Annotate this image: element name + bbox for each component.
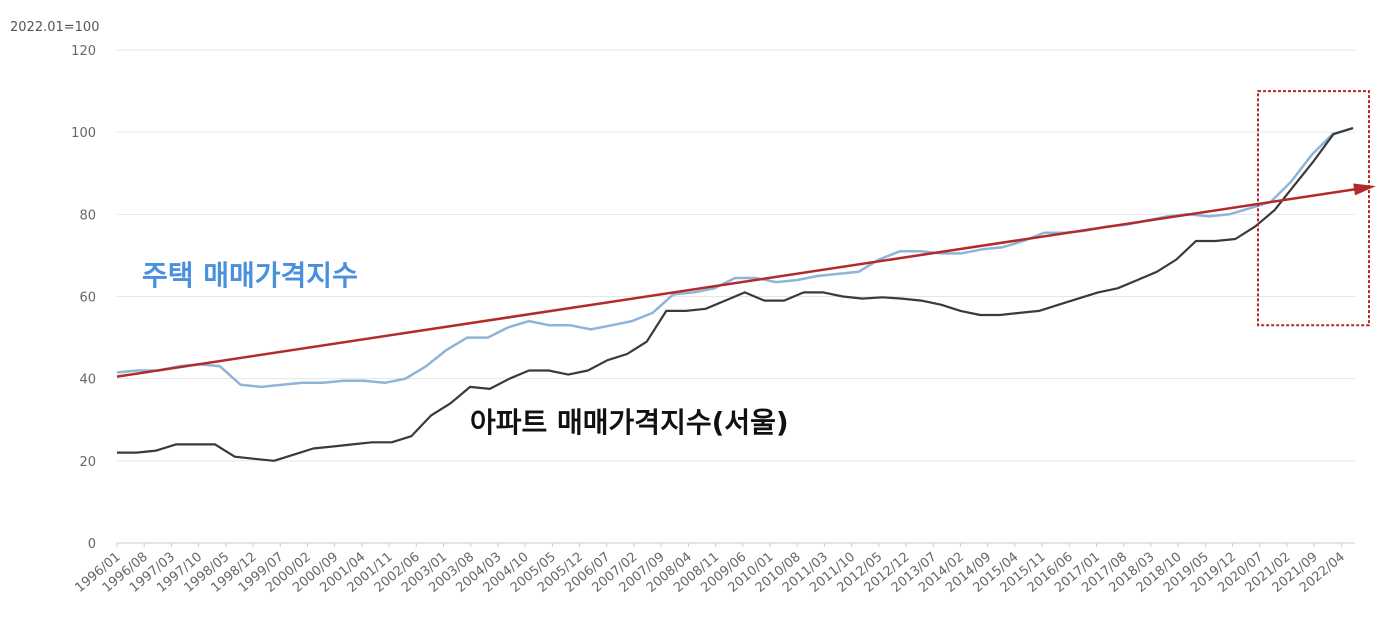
unit-label: 2022.01=100 [10,20,99,35]
series-line-apartment-seoul [117,127,1354,462]
y-tick-label-40: 40 [79,373,96,388]
y-tick-label-80: 80 [79,208,96,223]
trend-line [116,186,1367,378]
y-tick-label-60: 60 [79,291,96,306]
trend-arrowhead [1353,183,1376,196]
annotation-apartment-seoul: 아파트 매매가격지수(서울) [470,406,789,439]
overlay [116,90,1376,378]
y-axis-ticks: 0 20 40 60 80 100 120 [71,44,96,552]
annotation-housing: 주택 매매가격지수 [142,259,358,292]
gridlines [117,49,1355,544]
y-tick-label-100: 100 [71,126,96,141]
y-tick-label-20: 20 [79,455,96,470]
y-tick-label-0: 0 [88,537,96,552]
highlight-box [1257,90,1370,327]
x-axis-ticks: 1996/011996/081997/031997/101998/051998/… [73,543,1348,596]
y-tick-label-120: 120 [71,44,96,59]
